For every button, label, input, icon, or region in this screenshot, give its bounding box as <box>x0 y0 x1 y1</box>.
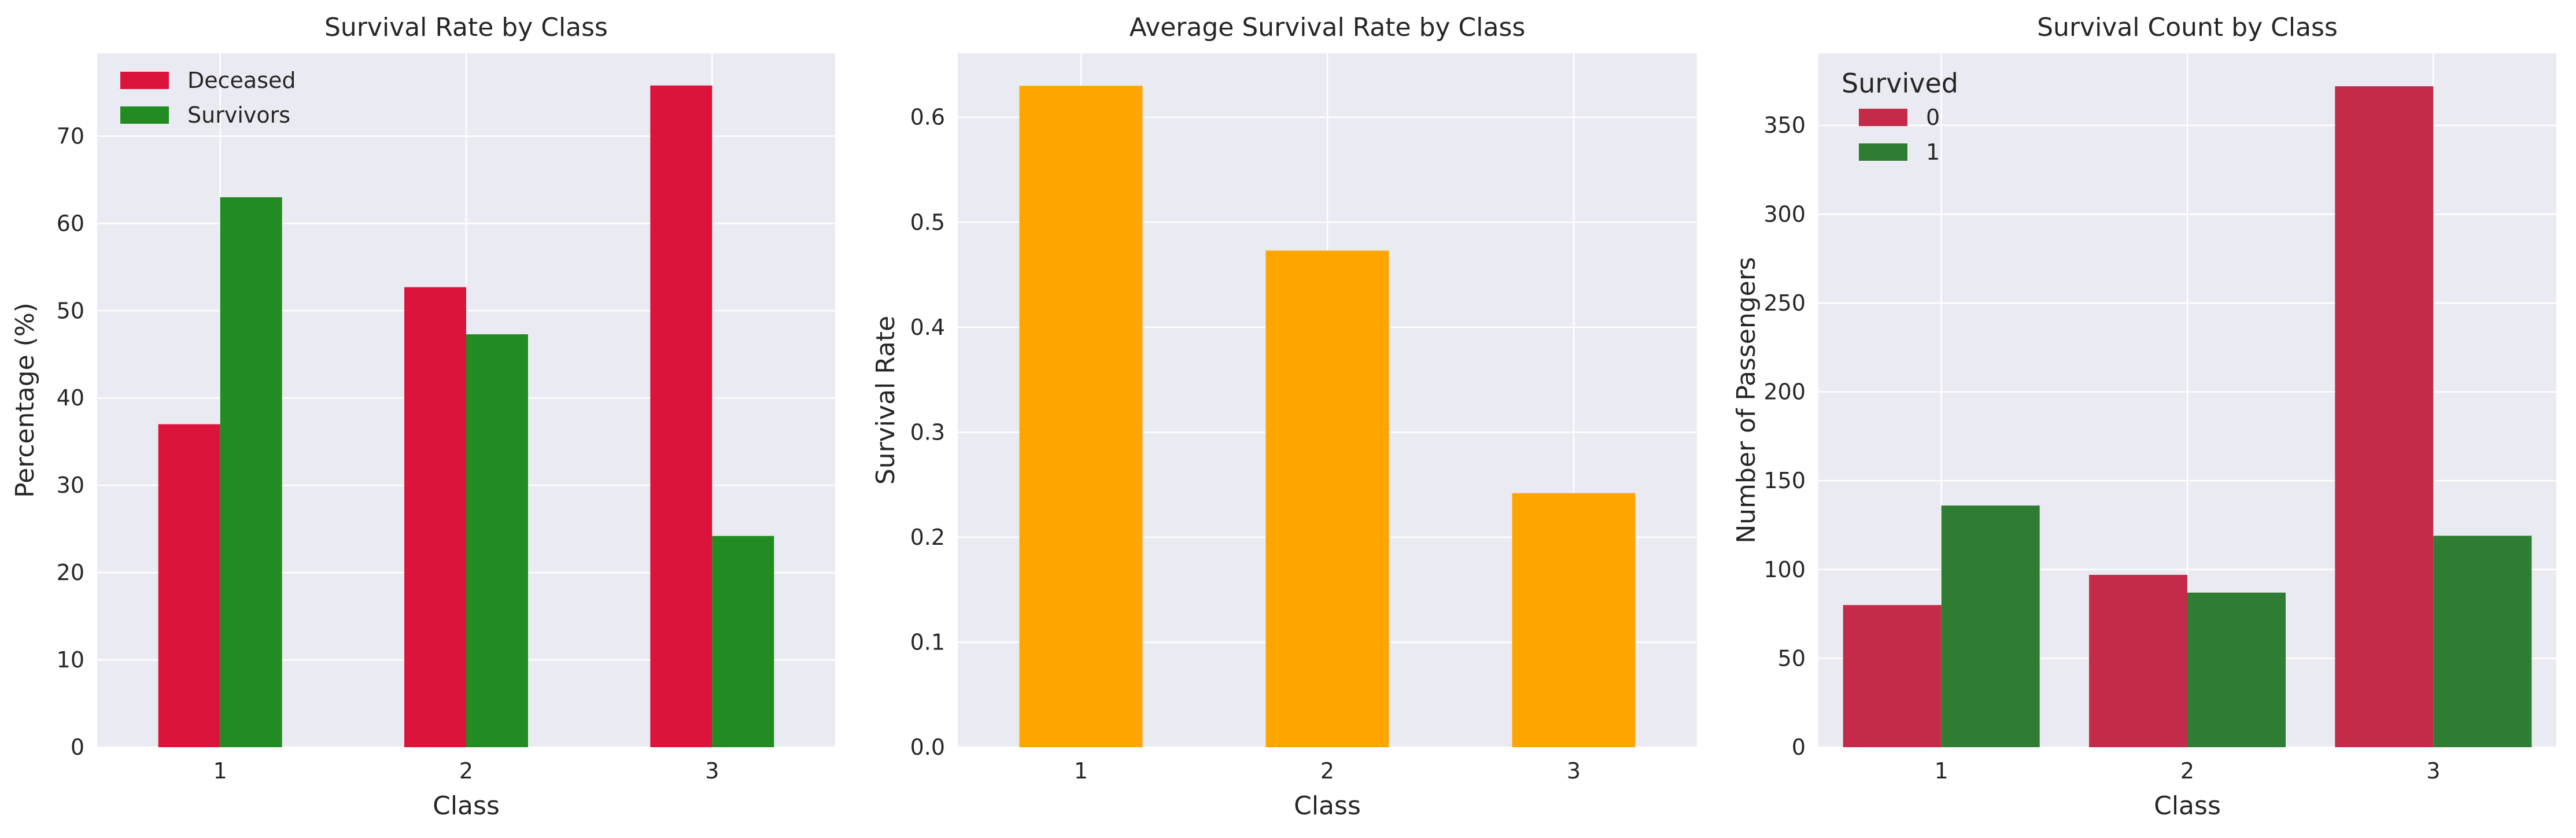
x-tick-label: 3 <box>705 758 719 784</box>
bar <box>2335 86 2434 748</box>
y-tick-label: 30 <box>57 472 84 498</box>
legend: Survived 0 1 <box>1841 68 1958 165</box>
y-tick-label: 20 <box>57 560 84 585</box>
y-tick-label: 10 <box>57 647 84 673</box>
x-tick-label: 1 <box>1074 758 1088 784</box>
bar <box>1019 86 1143 748</box>
x-tick-label: 2 <box>459 758 473 784</box>
y-tick-label: 350 <box>1763 113 1806 138</box>
y-tick-label: 0.6 <box>910 105 945 130</box>
y-tick-label: 150 <box>1763 468 1806 493</box>
y-axis-label: Survival Rate <box>871 316 901 485</box>
legend-swatch <box>1859 143 1907 161</box>
legend-title: Survived <box>1841 68 1958 99</box>
bar <box>158 424 220 747</box>
chart-title: Survival Rate by Class <box>324 13 608 42</box>
legend-label: 1 <box>1926 139 1940 165</box>
y-tick-label: 0 <box>1792 734 1806 760</box>
subplot-2: 0.0 0.1 0.2 0.3 0.4 0.5 0.6 1 2 3 Average Survival… <box>871 13 1697 821</box>
chart-title: Average Survival Rate by Class <box>1130 13 1526 42</box>
legend-label: 0 <box>1926 105 1940 130</box>
y-tick-label: 300 <box>1763 201 1806 227</box>
x-tick-label: 3 <box>2426 758 2440 784</box>
bar <box>2433 536 2532 747</box>
y-tick-label: 50 <box>1778 645 1806 671</box>
bar <box>1941 505 2040 747</box>
legend-swatch <box>120 106 169 124</box>
bar <box>1265 250 1389 748</box>
bar <box>466 334 528 747</box>
y-tick-label: 0.4 <box>910 315 945 340</box>
x-tick-label: 2 <box>1320 758 1334 784</box>
legend-swatch <box>1859 109 1907 126</box>
y-tick-label: 70 <box>57 123 84 149</box>
y-tick-label: 100 <box>1763 557 1806 582</box>
bar <box>650 85 713 747</box>
y-tick-label: 0.3 <box>910 419 945 445</box>
y-tick-label: 200 <box>1763 379 1806 405</box>
bar <box>1512 493 1636 747</box>
legend-label: Survivors <box>187 102 290 128</box>
y-tick-label: 0.1 <box>910 629 945 655</box>
y-tick-label: 250 <box>1763 290 1806 316</box>
x-axis-label: Class <box>2154 791 2221 821</box>
chart-title: Survival Count by Class <box>2037 13 2338 42</box>
bar <box>712 536 774 747</box>
bar <box>404 287 466 747</box>
y-axis-label: Number of Passengers <box>1732 257 1761 543</box>
legend: Deceased Survivors <box>120 68 296 128</box>
x-tick-label: 2 <box>2180 758 2194 784</box>
legend-swatch <box>120 72 169 89</box>
x-tick-label: 3 <box>1567 758 1581 784</box>
y-tick-label: 40 <box>57 385 84 411</box>
y-axis-label: Percentage (%) <box>10 302 40 498</box>
subplot-3: 0 50 100 150 200 250 300 350 1 2 3 Survival Count b… <box>1732 13 2556 821</box>
y-tick-label: 0.5 <box>910 209 945 235</box>
y-tick-label: 0.2 <box>910 525 945 550</box>
bar <box>1843 605 1942 747</box>
bar <box>220 197 282 747</box>
y-tick-label: 0 <box>71 734 84 760</box>
bar <box>2187 592 2286 747</box>
subplot-1: 0 10 20 30 40 50 60 70 1 2 3 Survival Rate by Class… <box>10 13 835 821</box>
x-tick-label: 1 <box>1935 758 1948 784</box>
y-tick-label: 50 <box>57 298 84 323</box>
bar <box>2089 574 2187 747</box>
y-tick-label: 60 <box>57 211 84 236</box>
x-axis-label: Class <box>1294 791 1361 821</box>
x-axis-label: Class <box>433 791 500 821</box>
legend-label: Deceased <box>187 68 296 93</box>
y-tick-label: 0.0 <box>910 734 945 760</box>
x-tick-label: 1 <box>213 758 227 784</box>
